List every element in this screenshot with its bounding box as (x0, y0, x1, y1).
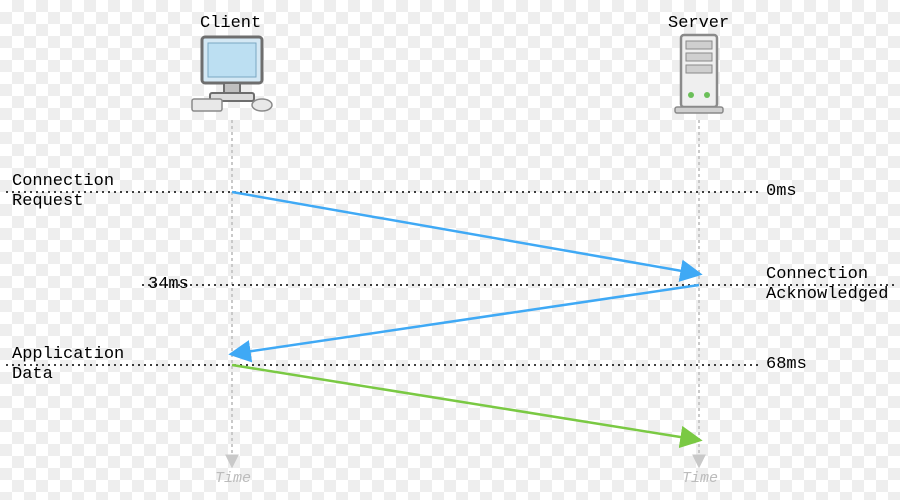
event1-right-label: Connection Acknowledged (766, 265, 888, 306)
event1-left-label: 34ms (148, 275, 189, 295)
client-title: Client (200, 14, 261, 34)
server-icon (675, 35, 723, 113)
server-title: Server (668, 14, 729, 34)
arrow-app-data (232, 365, 699, 440)
event2-right-label: 68ms (766, 355, 807, 375)
client-icon (192, 37, 272, 111)
sequence-diagram: #arrow-blue path { fill: #3fa9f5; } #arr… (0, 0, 900, 500)
arrow-conn-ack (232, 285, 699, 354)
event0-right-label: 0ms (766, 182, 797, 202)
event2-left-label: Application Data (12, 345, 124, 386)
event0-left-label: Connection Request (12, 172, 114, 213)
arrow-conn-request (232, 192, 699, 274)
server-time-label: Time (682, 470, 718, 487)
client-time-label: Time (215, 470, 251, 487)
